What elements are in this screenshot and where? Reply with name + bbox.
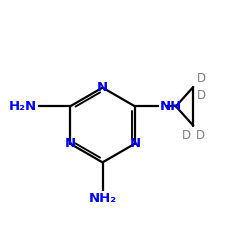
Text: H₂N: H₂N [8,100,36,113]
Text: D: D [196,129,205,142]
Text: N: N [64,137,76,150]
Text: D: D [196,72,205,85]
Text: N: N [129,137,140,150]
Text: NH: NH [160,100,182,113]
Text: D: D [196,89,205,102]
Text: D: D [182,129,191,142]
Text: NH₂: NH₂ [88,192,117,205]
Text: N: N [97,81,108,94]
